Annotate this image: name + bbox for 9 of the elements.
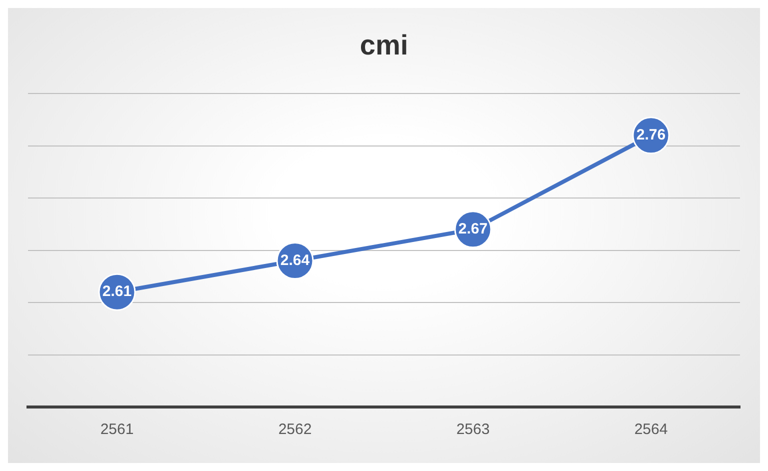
x-tick-label: 2562 (278, 421, 312, 438)
x-tick-label: 2564 (634, 421, 668, 438)
data-label: 2.61 (102, 283, 132, 300)
data-label: 2.67 (458, 220, 488, 238)
x-tick-label: 2561 (100, 421, 134, 438)
data-label: 2.64 (280, 252, 310, 269)
data-label: 2.76 (636, 126, 666, 144)
x-tick-label: 2563 (456, 421, 490, 438)
chart-title: cmi (360, 30, 408, 61)
